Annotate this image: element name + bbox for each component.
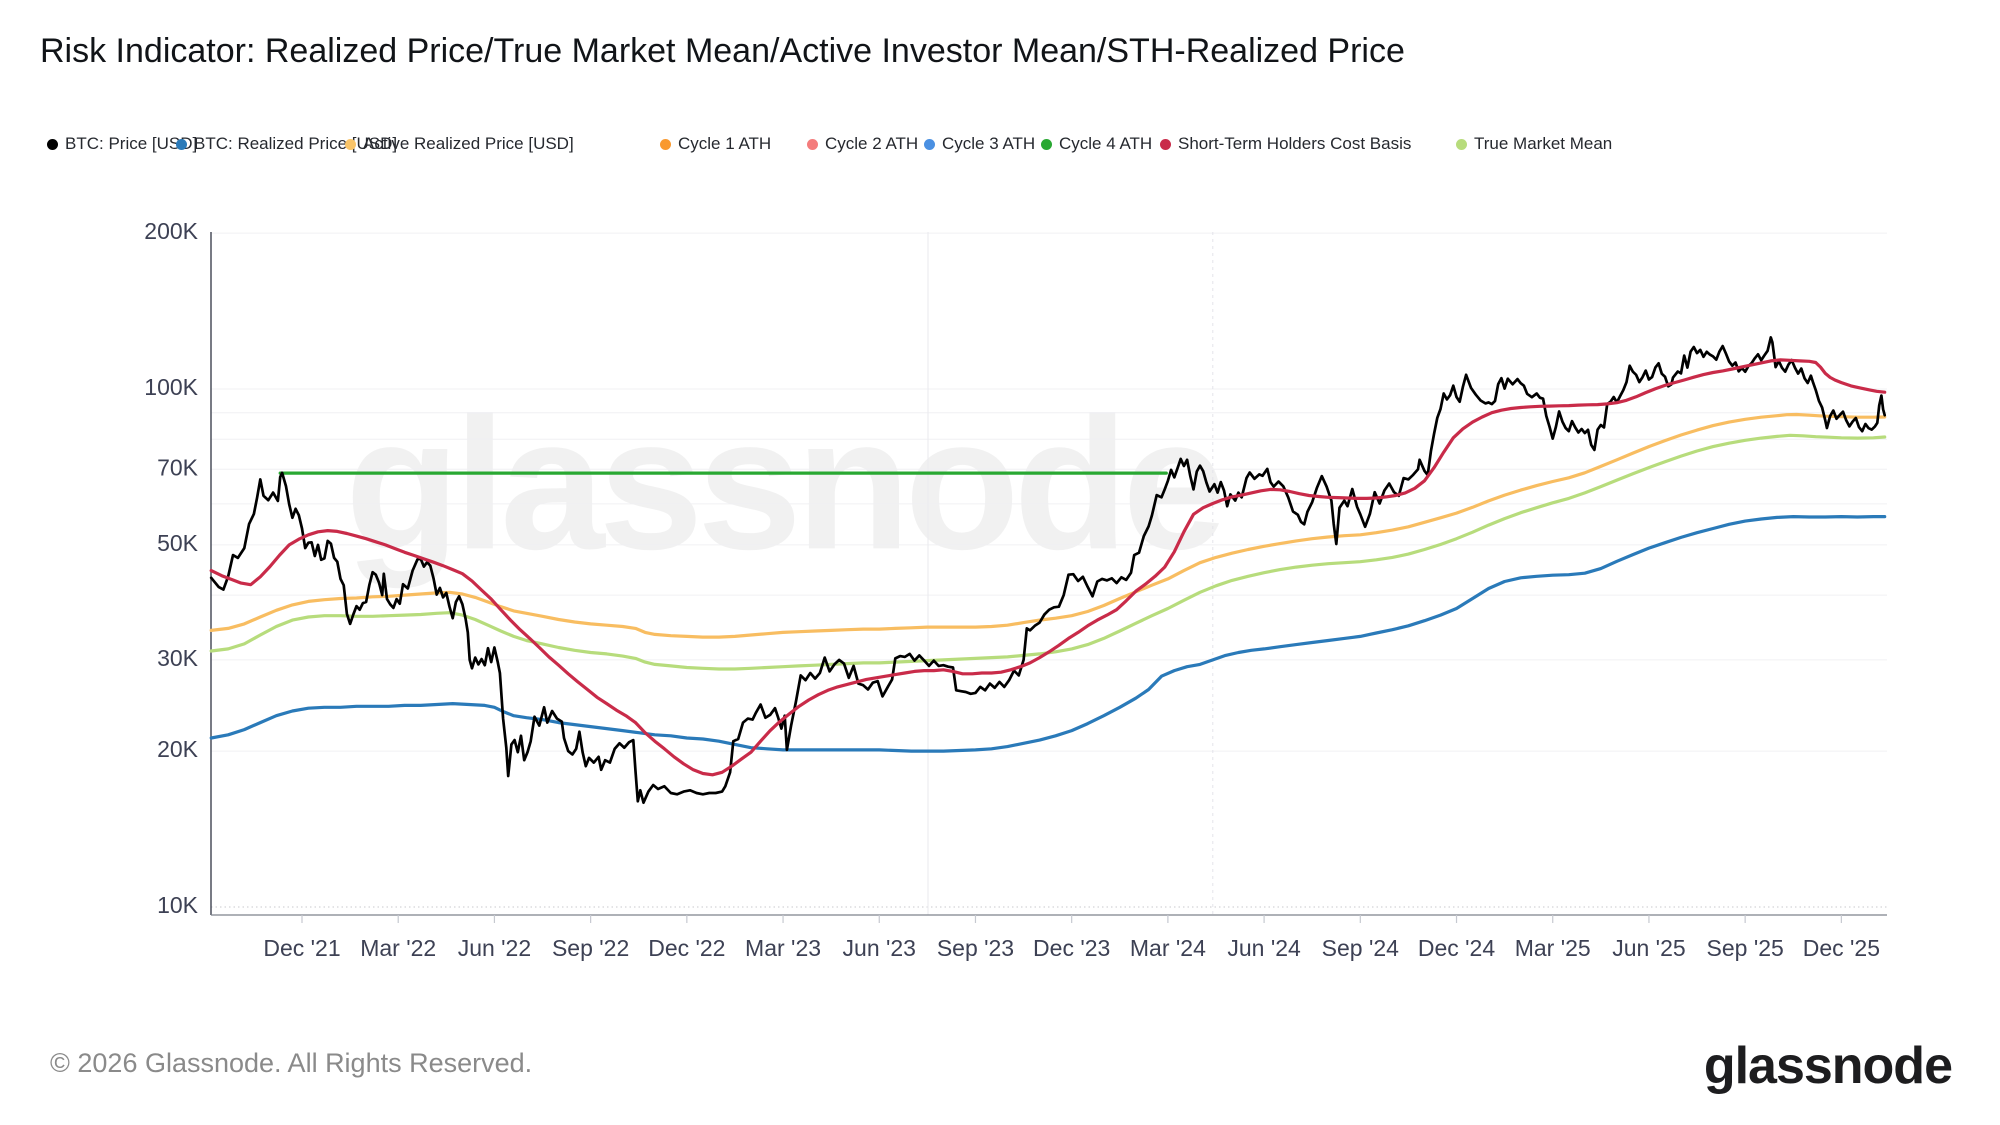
y-axis-label: 30K <box>157 645 199 671</box>
legend-dot-icon <box>345 138 356 150</box>
page-title: Risk Indicator: Realized Price/True Mark… <box>40 32 1405 70</box>
legend-dot-icon <box>47 138 58 150</box>
legend-dot-icon <box>176 138 187 150</box>
legend-item-2[interactable]: Active Realized Price [USD] <box>345 133 574 155</box>
legend-item-label: True Market Mean <box>1474 134 1613 153</box>
legend-item-8[interactable]: True Market Mean <box>1456 133 1612 155</box>
legend-item-4[interactable]: Cycle 2 ATH <box>807 133 918 155</box>
series-line-true-market-mean <box>209 433 1887 671</box>
legend-item-label: BTC: Price [USD] <box>65 134 198 153</box>
x-axis-label: Dec '25 <box>1803 935 1880 961</box>
legend-item-label: Cycle 2 ATH <box>825 134 919 153</box>
legend-item-label: Cycle 1 ATH <box>678 134 772 153</box>
legend-dot-icon <box>924 138 935 150</box>
series-line-btc-realized-price-usd- <box>209 514 1887 753</box>
legend-item-label: Cycle 3 ATH <box>942 134 1036 153</box>
x-axis-label: Dec '22 <box>648 935 725 961</box>
series-line-btc-price-usd- <box>209 336 1887 805</box>
legend-item-6[interactable]: Cycle 4 ATH <box>1041 133 1152 155</box>
legend-item-5[interactable]: Cycle 3 ATH <box>924 133 1035 155</box>
legend-dot-icon <box>660 138 671 150</box>
x-axis-label: Sep '25 <box>1707 935 1784 961</box>
legend-dot-icon <box>1160 138 1171 150</box>
legend-dot-icon <box>1041 138 1052 150</box>
x-axis-label: Mar '23 <box>745 935 821 961</box>
y-axis-label: 50K <box>157 530 199 556</box>
x-axis-label: Dec '21 <box>263 935 340 961</box>
legend-item-label: Active Realized Price [USD] <box>363 134 574 153</box>
y-axis-label: 100K <box>144 374 198 400</box>
x-axis-label: Dec '24 <box>1418 935 1495 961</box>
legend-item-label: Short-Term Holders Cost Basis <box>1178 134 1412 153</box>
y-axis-label: 70K <box>157 454 199 480</box>
y-axis-label: 200K <box>144 218 198 244</box>
legend-item-label: Cycle 4 ATH <box>1059 134 1153 153</box>
x-axis-label: Dec '23 <box>1033 935 1110 961</box>
copyright-text: © 2026 Glassnode. All Rights Reserved. <box>50 1048 533 1078</box>
x-axis-label: Sep '22 <box>552 935 629 961</box>
chart-legend: BTC: Price [USD] BTC: Realized Price [USD… <box>0 133 2000 157</box>
legend-item-3[interactable]: Cycle 1 ATH <box>660 133 771 155</box>
legend-item-0[interactable]: BTC: Price [USD] <box>47 133 197 155</box>
x-axis-label: Mar '24 <box>1130 935 1206 961</box>
x-axis-label: Mar '22 <box>360 935 436 961</box>
x-axis-label: Jun '23 <box>843 935 916 961</box>
x-axis-label: Sep '24 <box>1322 935 1399 961</box>
legend-dot-icon <box>807 138 818 150</box>
x-axis-label: Jun '22 <box>458 935 531 961</box>
y-axis-label: 10K <box>157 892 199 918</box>
legend-item-7[interactable]: Short-Term Holders Cost Basis <box>1160 133 1411 155</box>
series-line-active-realized-price-usd- <box>209 412 1887 639</box>
x-axis-label: Sep '23 <box>937 935 1014 961</box>
y-axis-label: 20K <box>157 736 199 762</box>
series-line-short-term-holders-cost-basis <box>209 358 1887 777</box>
x-axis-label: Jun '24 <box>1227 935 1301 961</box>
legend-dot-icon <box>1456 138 1467 150</box>
glassnode-logo: glassnode <box>1703 1037 1953 1095</box>
x-axis-label: Mar '25 <box>1515 935 1591 961</box>
x-axis-label: Jun '25 <box>1612 935 1685 961</box>
